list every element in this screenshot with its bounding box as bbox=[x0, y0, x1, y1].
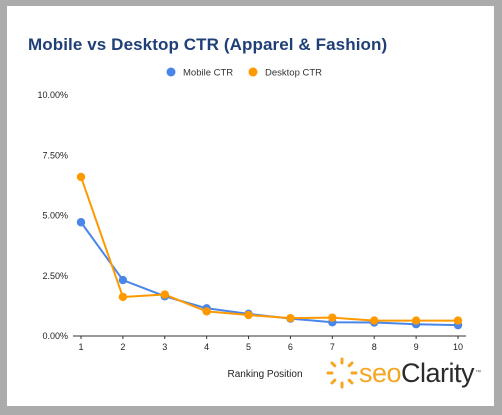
data-point bbox=[244, 310, 253, 320]
x-tick-label: 9 bbox=[414, 342, 419, 352]
y-tick-label: 7.50% bbox=[42, 150, 68, 160]
x-tick-label: 7 bbox=[330, 342, 335, 352]
data-point bbox=[411, 316, 421, 325]
logo-wordmark: seoClarity™ bbox=[359, 356, 481, 390]
data-point bbox=[76, 218, 86, 227]
data-point bbox=[118, 292, 128, 302]
chart-legend: Mobile CTR Desktop CTR bbox=[166, 67, 322, 79]
x-tick-label: 4 bbox=[204, 342, 209, 352]
legend-label: Mobile CTR bbox=[183, 68, 233, 79]
y-tick-label: 10.00% bbox=[37, 90, 68, 100]
logo-trademark: ™ bbox=[475, 370, 481, 376]
data-point bbox=[453, 316, 463, 325]
data-point bbox=[160, 290, 169, 299]
chart-plot: Mobile CTR Desktop CTR 0.00% 2.50% 5.00% 7.5… bbox=[37, 67, 466, 380]
x-axis: 1 2 3 4 5 6 7 8 9 10 bbox=[73, 335, 466, 352]
series-points bbox=[76, 172, 463, 330]
chart-card: Mobile vs Desktop CTR (Apparel & Fashion… bbox=[7, 6, 494, 406]
x-tick-label: 3 bbox=[162, 342, 167, 352]
legend-marker bbox=[166, 67, 176, 77]
seoclarity-logo: seoClarity™ bbox=[325, 356, 485, 392]
x-tick-label: 10 bbox=[453, 342, 463, 352]
legend-marker bbox=[248, 67, 258, 77]
series-line-0 bbox=[80, 221, 459, 327]
y-axis: 0.00% 2.50% 5.00% 7.50% 10.00% bbox=[37, 90, 68, 341]
x-tick-label: 8 bbox=[372, 342, 377, 352]
x-tick-label: 6 bbox=[288, 342, 293, 352]
y-tick-label: 2.50% bbox=[42, 271, 68, 281]
series-lines bbox=[80, 176, 459, 327]
series-line-1 bbox=[80, 176, 458, 322]
data-point bbox=[76, 172, 86, 182]
x-tick-label: 1 bbox=[78, 342, 83, 352]
legend-label: Desktop CTR bbox=[265, 68, 322, 79]
data-point bbox=[328, 313, 337, 322]
x-tick-label: 2 bbox=[120, 342, 125, 352]
data-point bbox=[370, 316, 379, 325]
logo-clarity-text: Clarity bbox=[401, 358, 475, 388]
data-point bbox=[202, 307, 211, 316]
y-tick-label: 5.00% bbox=[42, 211, 68, 221]
y-tick-label: 0.00% bbox=[42, 331, 68, 341]
x-axis-label: Ranking Position bbox=[227, 369, 302, 380]
logo-seo-text: seo bbox=[359, 358, 402, 388]
data-point bbox=[286, 313, 295, 323]
x-tick-label: 5 bbox=[246, 342, 251, 352]
chart-title: Mobile vs Desktop CTR (Apparel & Fashion… bbox=[28, 35, 388, 54]
sun-icon bbox=[326, 357, 358, 389]
data-point bbox=[118, 275, 128, 285]
